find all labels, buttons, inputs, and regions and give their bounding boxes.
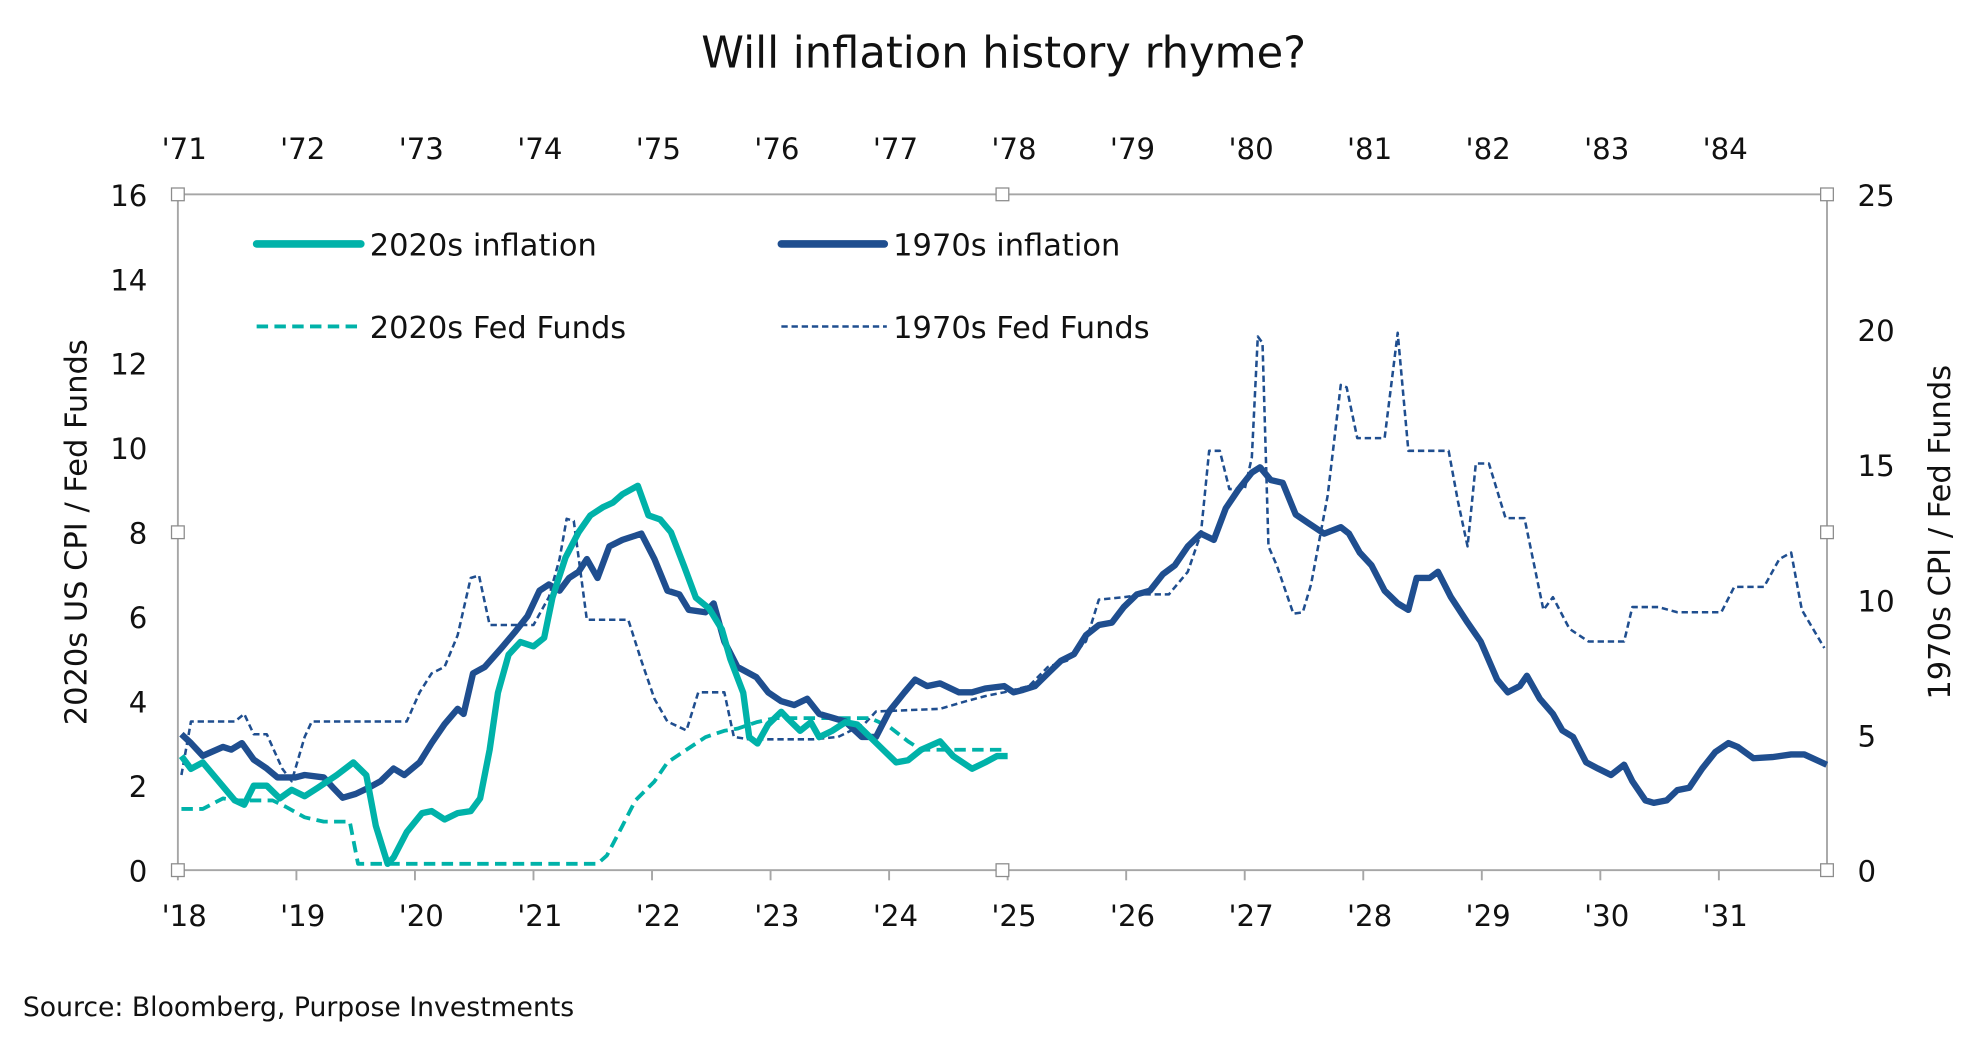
top-axis-tick-label: '83 bbox=[1584, 132, 1629, 166]
plot-frame bbox=[176, 193, 1828, 872]
right-axis-title: 1970s CPI / Fed Funds bbox=[1923, 365, 1958, 700]
legend: 2020s inflation 1970s inflation 2020s Fe… bbox=[252, 228, 1150, 346]
left-axis-tick-label: 8 bbox=[129, 517, 148, 551]
top-axis-tick-label: '74 bbox=[517, 132, 562, 166]
bottom-axis-tick-label: '31 bbox=[1703, 899, 1748, 933]
series-line-1970s-fed-funds bbox=[180, 331, 1826, 783]
resize-handle[interactable] bbox=[170, 863, 185, 878]
bottom-axis-tick-label: '19 bbox=[280, 899, 325, 933]
bottom-axis-tick-label: '22 bbox=[636, 899, 681, 933]
bottom-axis-tick-label: '28 bbox=[1347, 899, 1392, 933]
selection-handles[interactable] bbox=[170, 187, 1834, 878]
source-note: Source: Bloomberg, Purpose Investments bbox=[23, 992, 574, 1023]
top-axis-tick-label: '78 bbox=[991, 132, 1036, 166]
bottom-axis-tick-label: '27 bbox=[1228, 899, 1273, 933]
top-axis-tick-label: '71 bbox=[162, 132, 207, 166]
legend-label-2020s-fed-funds: 2020s Fed Funds bbox=[370, 311, 626, 346]
legend-label-1970s-inflation: 1970s inflation bbox=[893, 228, 1120, 263]
bottom-axis-tick-label: '21 bbox=[517, 899, 562, 933]
left-axis-tick-label: 16 bbox=[110, 179, 147, 213]
left-axis-tick-label: 4 bbox=[129, 686, 148, 720]
left-axis-tick-label: 12 bbox=[110, 348, 147, 382]
left-axis-tick-label: 6 bbox=[129, 601, 148, 635]
right-axis-tick-label: 5 bbox=[1857, 719, 1876, 753]
resize-handle[interactable] bbox=[170, 525, 185, 540]
bottom-axis-tick-label: '26 bbox=[1110, 899, 1155, 933]
bottom-axis-tick-label: '29 bbox=[1466, 899, 1511, 933]
series-lines bbox=[178, 331, 1829, 867]
left-axis-tick-label: 2 bbox=[129, 770, 148, 804]
top-axis-tick-label: '80 bbox=[1228, 132, 1273, 166]
bottom-axis-tick-label: '30 bbox=[1584, 899, 1629, 933]
bottom-axis-tick-label: '25 bbox=[991, 899, 1036, 933]
resize-handle[interactable] bbox=[1820, 863, 1834, 878]
resize-handle[interactable] bbox=[995, 187, 1010, 202]
chart-title: Will inflation history rhyme? bbox=[701, 28, 1306, 78]
bottom-axis-tick-label: '23 bbox=[754, 899, 799, 933]
resize-handle[interactable] bbox=[1820, 187, 1834, 202]
legend-label-1970s-fed-funds: 1970s Fed Funds bbox=[893, 311, 1149, 346]
right-axis-tick-label: 20 bbox=[1857, 314, 1894, 348]
left-axis-tick-label: 0 bbox=[129, 855, 148, 889]
top-axis-tick-labels: '71 '72 '73 '74 '75 '76 '77 '78 '79 '80 '81 '82 '83 '… bbox=[162, 132, 1748, 166]
resize-handle[interactable] bbox=[1820, 525, 1834, 540]
bottom-axis-tick-labels: '18 '19 '20 '21 '22 '23 '24 '25 '26 '27 '28 '29 '30 '… bbox=[162, 899, 1748, 933]
top-axis-tick-label: '77 bbox=[873, 132, 918, 166]
top-axis-tick-label: '76 bbox=[754, 132, 799, 166]
legend-label-2020s-inflation: 2020s inflation bbox=[370, 228, 597, 263]
series-line-2020s-inflation bbox=[178, 482, 1008, 867]
left-axis-tick-labels: 0 2 4 6 8 10 12 14 16 bbox=[110, 179, 147, 889]
bottom-axis-tick-label: '20 bbox=[399, 899, 444, 933]
left-axis-tick-label: 10 bbox=[110, 432, 147, 466]
top-axis-tick-label: '72 bbox=[280, 132, 325, 166]
resize-handle[interactable] bbox=[170, 187, 185, 202]
right-axis-tick-label: 0 bbox=[1857, 855, 1876, 889]
right-axis-tick-label: 25 bbox=[1857, 179, 1894, 213]
right-axis-tick-label: 15 bbox=[1857, 449, 1894, 483]
top-axis-tick-label: '73 bbox=[399, 132, 444, 166]
x-tick-marks bbox=[176, 870, 1720, 881]
bottom-axis-tick-label: '24 bbox=[873, 899, 918, 933]
right-axis-tick-labels: 0 5 10 15 20 25 bbox=[1857, 179, 1894, 889]
left-axis-title: 2020s US CPI / Fed Funds bbox=[59, 339, 94, 725]
top-axis-tick-label: '82 bbox=[1466, 132, 1511, 166]
top-axis-tick-label: '75 bbox=[636, 132, 681, 166]
bottom-axis-tick-label: '18 bbox=[162, 899, 207, 933]
top-axis-tick-label: '79 bbox=[1110, 132, 1155, 166]
top-axis-tick-label: '84 bbox=[1703, 132, 1748, 166]
resize-handle[interactable] bbox=[995, 863, 1010, 878]
series-line-2020s-fed-funds bbox=[181, 716, 1005, 866]
series-line-1970s-inflation bbox=[179, 464, 1829, 807]
right-axis-tick-label: 10 bbox=[1857, 584, 1894, 618]
top-axis-tick-label: '81 bbox=[1347, 132, 1392, 166]
left-axis-tick-label: 14 bbox=[110, 263, 147, 297]
